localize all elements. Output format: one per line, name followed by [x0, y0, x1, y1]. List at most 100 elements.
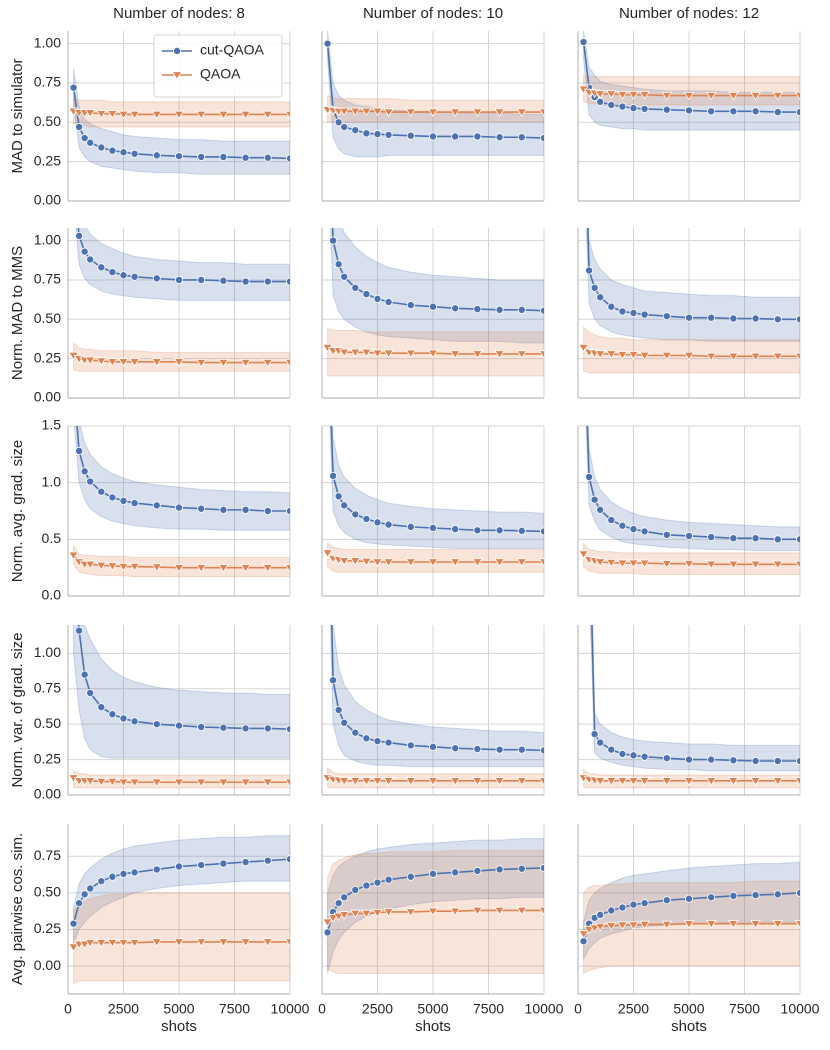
marker: [406, 741, 415, 750]
band: [73, 341, 290, 372]
marker: [240, 358, 251, 368]
marker: [751, 107, 760, 116]
marker: [585, 472, 594, 481]
marker: [639, 91, 650, 100]
marker: [284, 938, 290, 947]
y-tick-label: 0.50: [34, 113, 61, 129]
band: [585, 228, 800, 342]
x-tick-label: 10000: [271, 1001, 310, 1017]
marker: [151, 778, 163, 788]
marker: [617, 921, 628, 931]
marker: [263, 277, 272, 286]
marker: [449, 777, 461, 786]
marker: [338, 911, 350, 920]
marker: [286, 855, 290, 864]
marker: [340, 123, 349, 132]
marker: [427, 777, 439, 786]
marker: [517, 305, 526, 314]
marker: [517, 864, 526, 873]
marker: [705, 560, 717, 570]
marker: [661, 560, 673, 569]
plot-area: [68, 625, 290, 789]
marker: [794, 920, 800, 929]
marker: [406, 522, 415, 531]
marker: [428, 302, 437, 311]
marker: [95, 777, 107, 787]
marker: [351, 126, 360, 135]
marker: [80, 890, 89, 899]
marker: [75, 446, 84, 455]
y-tick-label: 0.00: [34, 957, 61, 973]
x-tick-label: 2500: [108, 1001, 139, 1017]
marker: [629, 308, 638, 317]
x-tick-label: 7500: [219, 1001, 250, 1017]
marker: [640, 752, 649, 761]
marker: [538, 350, 544, 359]
y-tick-label: 0.50: [34, 884, 61, 900]
marker: [516, 350, 528, 359]
marker: [334, 899, 343, 908]
marker: [286, 725, 290, 734]
marker: [68, 551, 79, 561]
x-tick-label: 2500: [618, 1001, 649, 1017]
marker: [596, 910, 605, 919]
panel-title: Number of nodes: 8: [113, 5, 245, 22]
marker: [495, 305, 504, 314]
marker: [241, 858, 250, 867]
marker: [241, 505, 250, 514]
marker: [750, 560, 761, 570]
marker: [580, 309, 587, 316]
marker: [750, 352, 761, 362]
marker: [263, 153, 272, 162]
marker: [773, 535, 782, 544]
marker: [750, 920, 761, 929]
y-tick-label: 0.50: [34, 310, 61, 326]
marker: [473, 744, 482, 753]
marker: [218, 778, 229, 788]
marker: [95, 561, 107, 571]
marker: [130, 272, 139, 281]
marker: [707, 533, 716, 542]
marker: [195, 938, 207, 947]
marker: [241, 153, 250, 162]
marker: [794, 560, 800, 570]
marker: [129, 778, 140, 788]
marker: [340, 272, 349, 281]
marker: [685, 106, 694, 115]
x-tick-label: 2500: [362, 1001, 393, 1017]
marker: [773, 108, 782, 117]
marker: [240, 110, 251, 120]
marker: [472, 108, 483, 117]
marker: [729, 314, 738, 323]
marker: [729, 107, 738, 116]
x-tick-label: 0: [574, 1001, 582, 1017]
marker: [451, 868, 460, 877]
plot-area: [68, 835, 290, 985]
marker: [323, 39, 332, 48]
marker: [751, 314, 760, 323]
marker: [340, 893, 349, 902]
marker: [473, 866, 482, 875]
marker: [538, 558, 544, 567]
marker: [729, 891, 738, 900]
marker: [750, 91, 761, 101]
band: [583, 861, 800, 960]
marker: [68, 943, 79, 952]
marker: [728, 91, 739, 101]
marker: [540, 746, 544, 755]
marker: [173, 938, 185, 947]
marker: [383, 558, 394, 567]
marker: [340, 718, 349, 727]
marker: [540, 863, 544, 872]
marker: [384, 130, 393, 139]
marker: [618, 749, 627, 758]
marker: [405, 349, 417, 359]
marker: [594, 90, 606, 99]
y-tick-label: 0.25: [34, 349, 61, 365]
marker: [662, 312, 671, 321]
marker: [349, 107, 361, 117]
marker: [329, 471, 338, 480]
marker: [349, 348, 361, 358]
marker: [494, 906, 505, 916]
marker: [108, 710, 117, 719]
